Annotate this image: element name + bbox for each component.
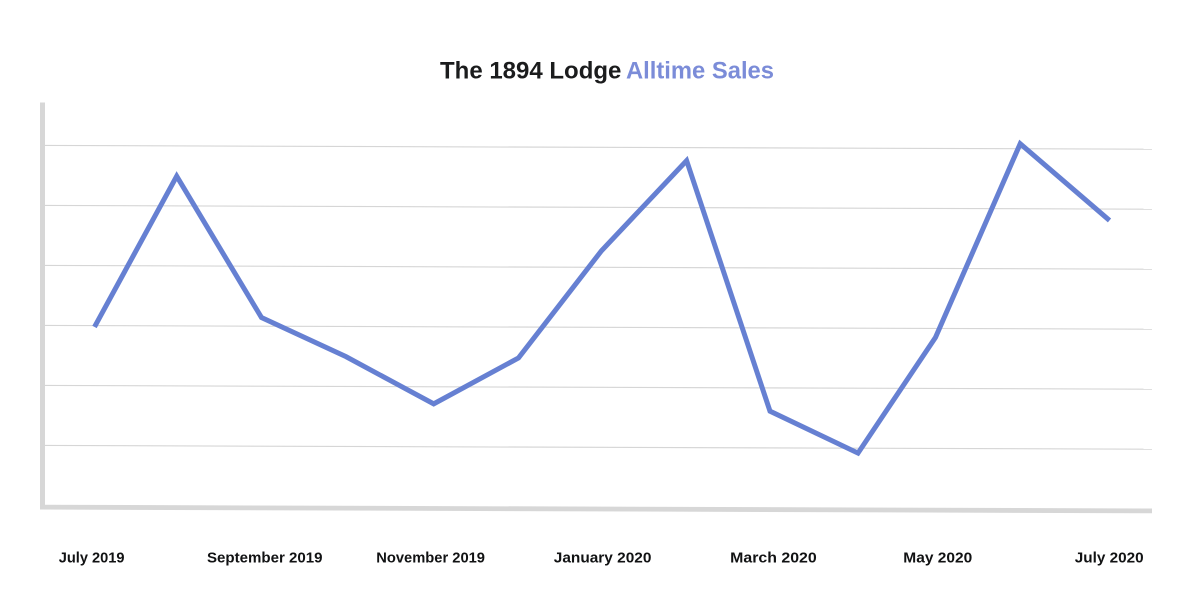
svg-text:November 2019: November 2019	[376, 550, 485, 567]
svg-text:January 2020: January 2020	[554, 550, 652, 567]
svg-text:March 2020: March 2020	[730, 550, 817, 567]
svg-text:September 2019: September 2019	[207, 550, 323, 567]
svg-text:July 2019: July 2019	[59, 550, 125, 567]
svg-text:May 2020: May 2020	[903, 550, 972, 567]
svg-text:Alltime Sales: Alltime Sales	[626, 58, 774, 85]
svg-text:The 1894 Lodge: The 1894 Lodge	[440, 58, 621, 85]
svg-text:July 2020: July 2020	[1075, 550, 1144, 567]
